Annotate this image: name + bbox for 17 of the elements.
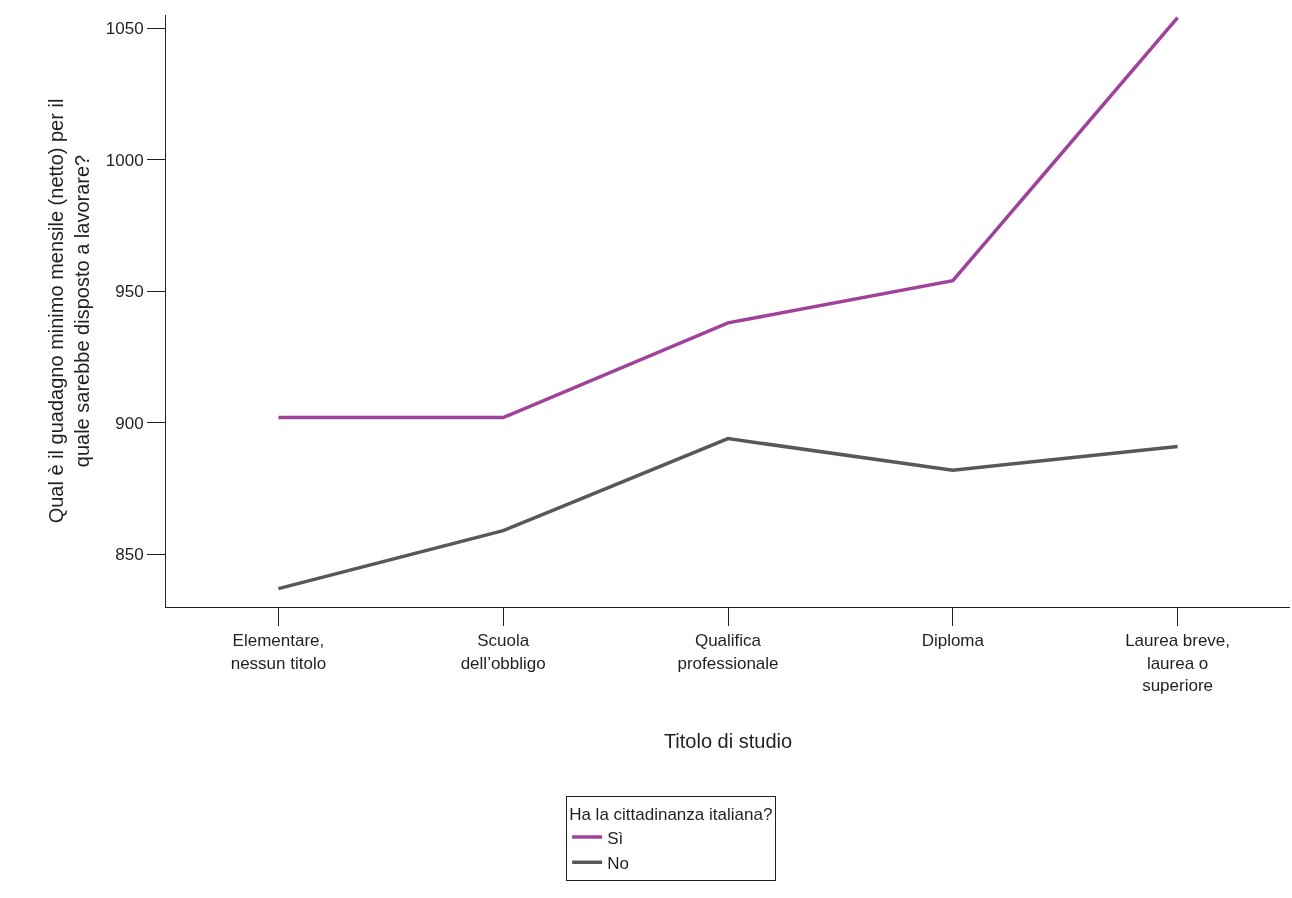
line-series — [276, 436, 1180, 591]
x-tick-label: Laurea breve, laurea o superiore — [1125, 631, 1231, 695]
legend-label: Sì — [607, 828, 624, 848]
y-tick-label: 1050 — [105, 19, 144, 39]
y-tick-label: 850 — [115, 545, 144, 565]
x-tick-label: Diploma — [921, 631, 985, 651]
y-tick-label: 900 — [115, 413, 144, 433]
line-series — [276, 15, 1180, 420]
x-tick-label: Scuola dell’obbligo — [460, 631, 546, 673]
x-tick-label: Qualifica professionale — [677, 631, 779, 673]
legend-title: Ha la cittadinanza italiana? — [569, 804, 773, 824]
x-tick-label: Elementare, nessun titolo — [230, 631, 327, 673]
x-axis-title: Titolo di studio — [663, 730, 793, 753]
y-tick-label: 1000 — [105, 150, 144, 170]
legend-label: No — [607, 853, 629, 873]
y-axis-title: Qual è il guadagno minimo mensile (netto) per il quale sarebbe disposto a lavorare? — [45, 98, 94, 524]
y-tick-label: 950 — [115, 282, 144, 302]
